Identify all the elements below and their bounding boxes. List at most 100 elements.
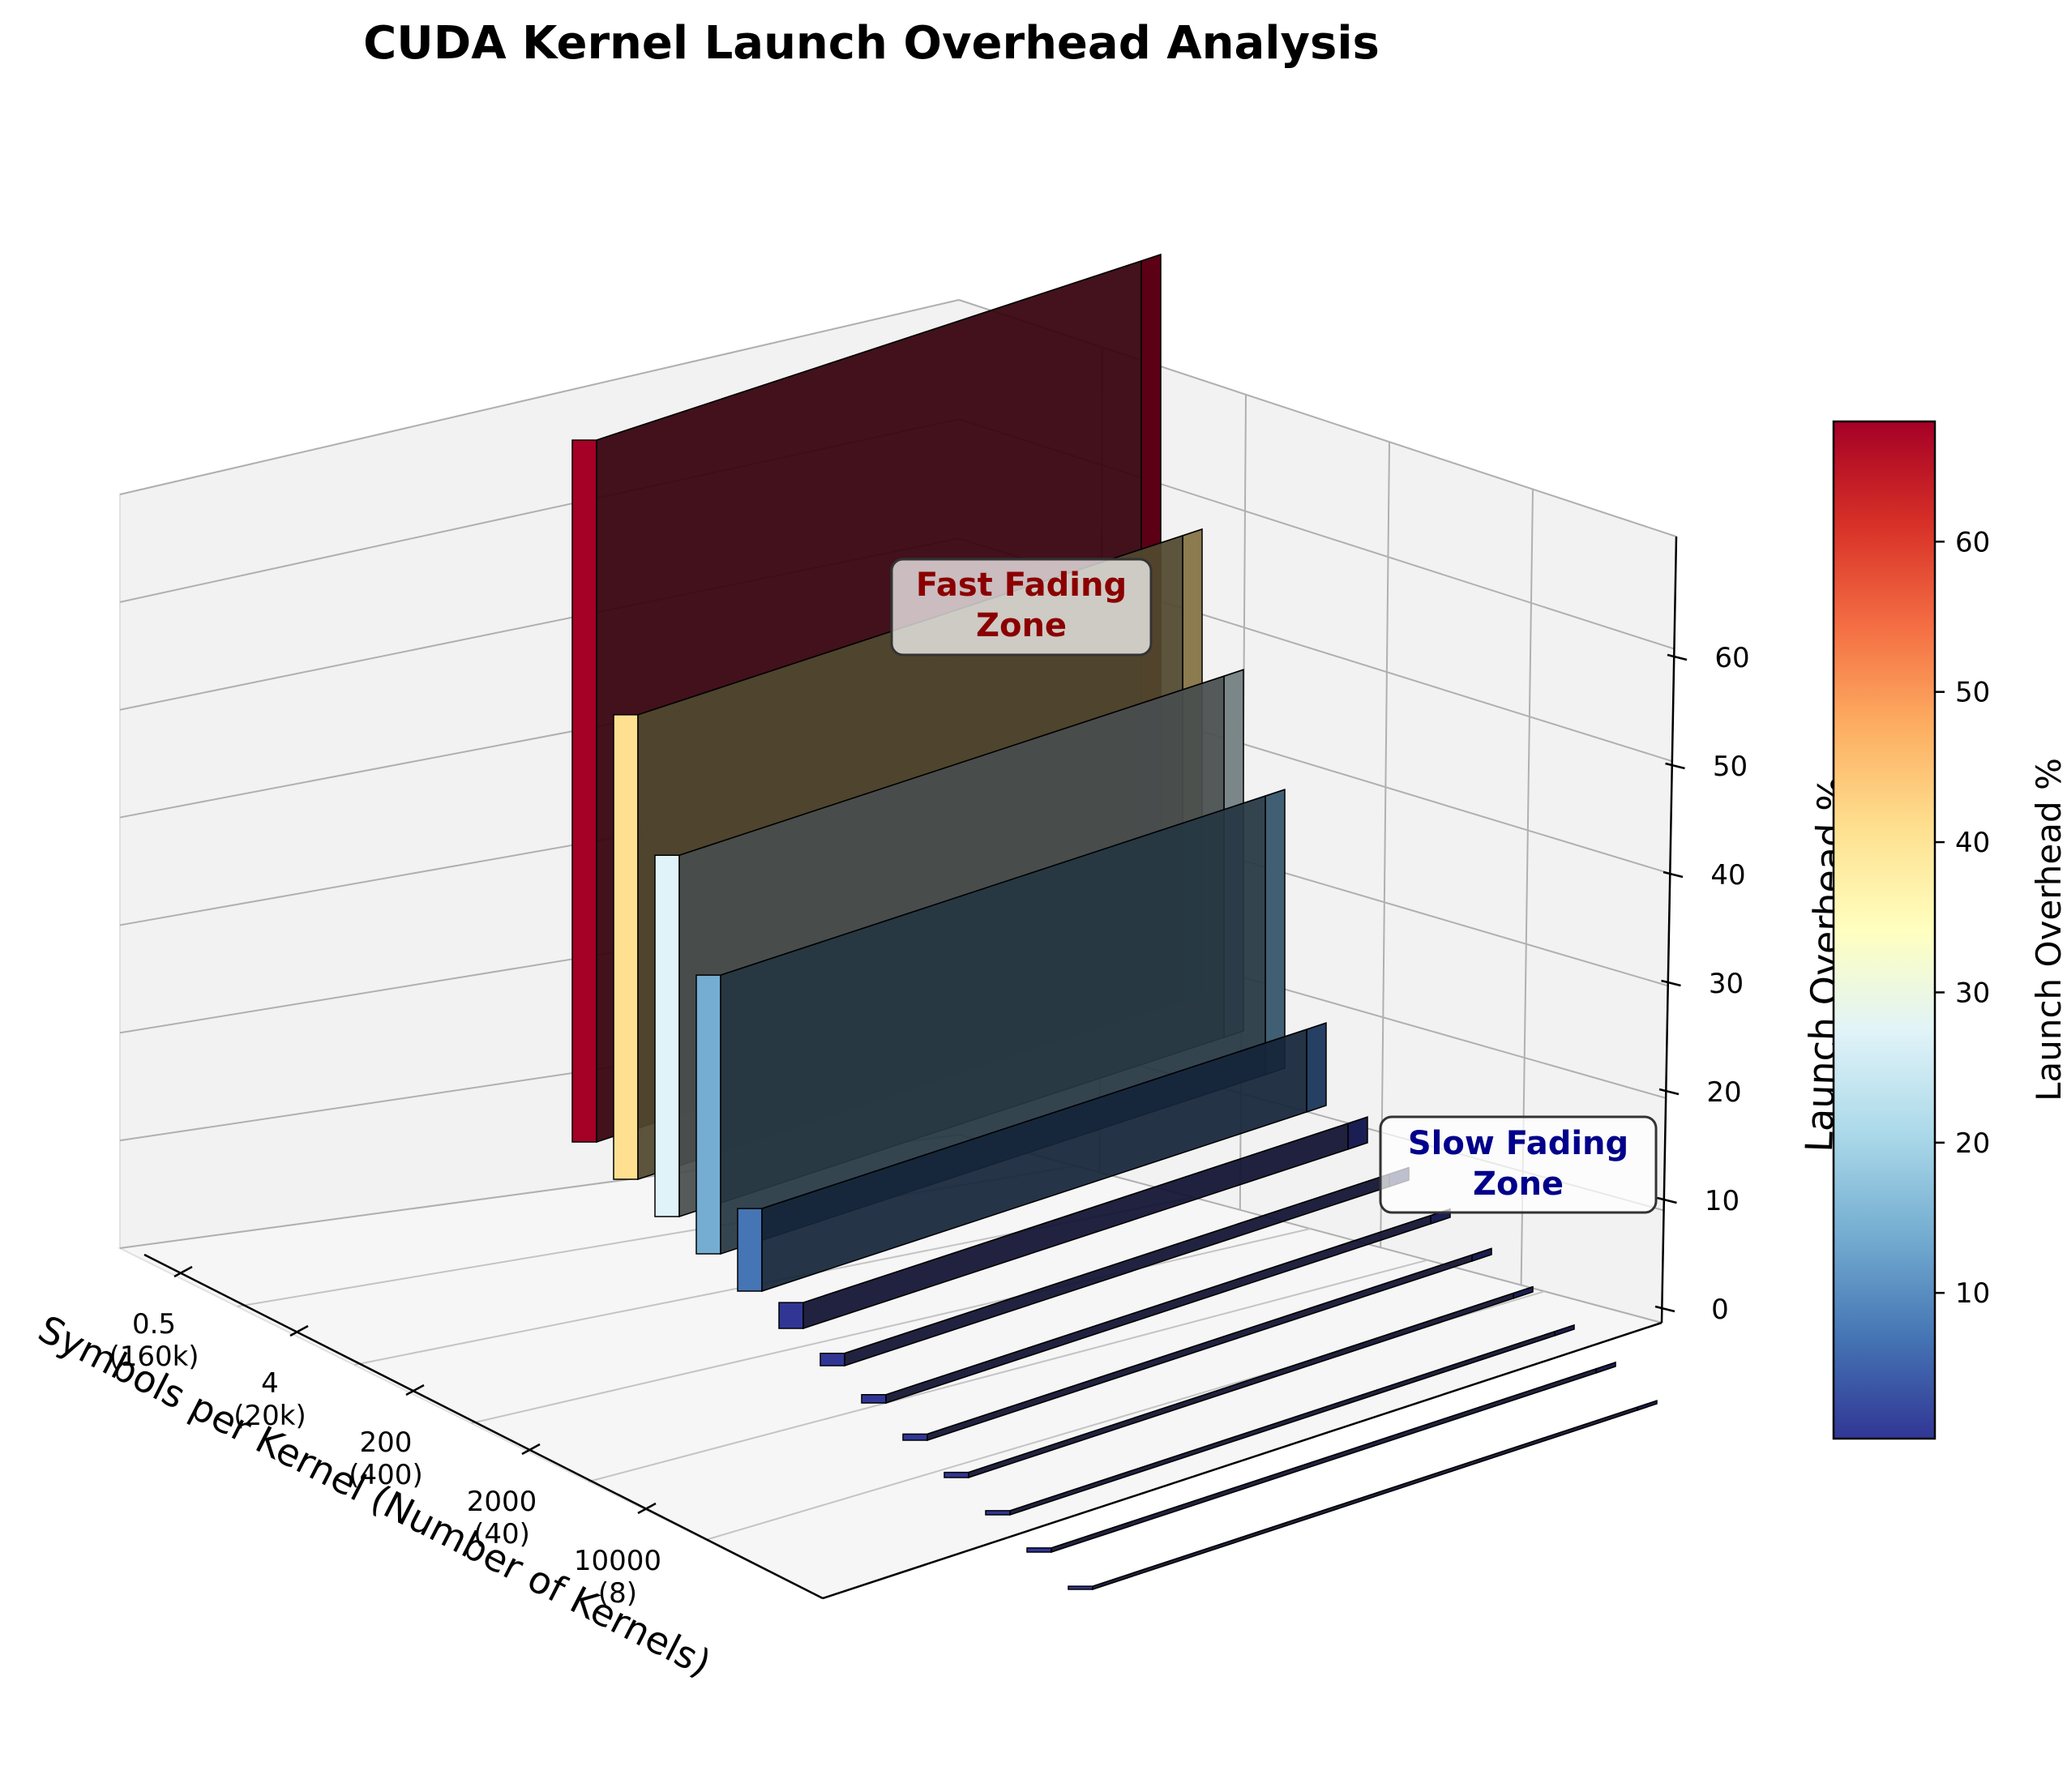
bar-side bbox=[1306, 1022, 1327, 1114]
annotation-slow-fading: Slow Fading Zone bbox=[1379, 1115, 1658, 1214]
annotation-fast-fading: Fast Fading Zone bbox=[890, 558, 1153, 656]
colorbar-tick-label: 20 bbox=[1955, 1127, 1990, 1160]
x-tick-mark bbox=[521, 1443, 541, 1456]
bar bbox=[695, 789, 1286, 1255]
x-tick-label: 200 bbox=[360, 1426, 413, 1459]
z-tick-mark bbox=[1667, 653, 1688, 661]
y-axis-line bbox=[822, 1321, 1663, 1600]
z-tick-mark bbox=[1657, 1196, 1677, 1204]
bar-face bbox=[1092, 1406, 1638, 1591]
x-tick-label: 4 bbox=[261, 1367, 279, 1400]
x-tick-mark bbox=[173, 1265, 193, 1278]
x-ticks: 0.5(160k) 4(20k) 200(400) 2000(40) 10000(8) bbox=[109, 1265, 661, 1610]
x-axis-line bbox=[143, 1253, 824, 1600]
z-tick: 40 bbox=[1663, 859, 1746, 892]
z-tick-label: 40 bbox=[1710, 859, 1745, 892]
z-tick: 0 bbox=[1654, 1294, 1729, 1326]
z-tick-label: 20 bbox=[1706, 1076, 1741, 1109]
bar bbox=[778, 1116, 1368, 1330]
bar-end bbox=[695, 974, 721, 1255]
colorbar-gradient bbox=[1832, 420, 1936, 1440]
colorbar-ticks: 10 20 30 40 50 60 bbox=[1935, 526, 1990, 1310]
annotation-line: Zone bbox=[976, 607, 1067, 644]
colorbar: 10 20 30 40 50 60 Launch Overhead % bbox=[1832, 420, 2067, 1440]
colorbar-tick: 40 bbox=[1935, 827, 1990, 859]
bar bbox=[820, 1166, 1410, 1367]
chart-title: CUDA Kernel Launch Overhead Analysis bbox=[363, 17, 1380, 70]
annotation-line: Slow Fading bbox=[1408, 1125, 1628, 1162]
x-tick: 200(400) bbox=[349, 1384, 425, 1491]
z-tick: 10 bbox=[1657, 1185, 1740, 1217]
x-tick-label: 10000 bbox=[574, 1545, 661, 1577]
x-tick-mark bbox=[637, 1502, 657, 1515]
x-tick-mark bbox=[405, 1384, 425, 1396]
colorbar-tick: 10 bbox=[1935, 1277, 1990, 1310]
colorbar-tick: 30 bbox=[1935, 977, 1990, 1009]
x-tick-mark bbox=[289, 1324, 309, 1337]
bar-end bbox=[778, 1302, 804, 1329]
x-tick-sublabel: (20k) bbox=[233, 1400, 306, 1432]
bar-face bbox=[927, 1254, 1473, 1442]
bar-end bbox=[944, 1471, 969, 1478]
bar-side bbox=[1265, 789, 1286, 1076]
colorbar-tick: 50 bbox=[1935, 677, 1990, 709]
annotation-box bbox=[890, 558, 1153, 656]
bar bbox=[944, 1285, 1534, 1479]
gridline bbox=[471, 1228, 1311, 1424]
z-tick: 50 bbox=[1665, 751, 1748, 783]
bar-end bbox=[985, 1510, 1011, 1516]
colorbar-tick-label: 10 bbox=[1955, 1277, 1990, 1310]
z-tick-label: 50 bbox=[1713, 751, 1748, 783]
bar-face bbox=[1051, 1367, 1597, 1554]
bar-end bbox=[571, 439, 597, 1143]
annotation-box bbox=[1379, 1115, 1658, 1214]
z-tick-mark bbox=[1665, 762, 1685, 770]
colorbar-tick-label: 60 bbox=[1955, 526, 1990, 558]
bar bbox=[985, 1324, 1575, 1516]
x-tick: 2000(40) bbox=[467, 1443, 541, 1550]
x-tick: 4(20k) bbox=[233, 1324, 309, 1432]
colorbar-tick-label: 40 bbox=[1955, 827, 1990, 859]
colorbar-tick: 60 bbox=[1935, 526, 1990, 558]
bar-end bbox=[654, 854, 680, 1217]
z-tick-label: 10 bbox=[1705, 1185, 1740, 1217]
z-tick-mark bbox=[1663, 870, 1684, 879]
gridline bbox=[119, 299, 960, 495]
x-tick-sublabel: (400) bbox=[349, 1459, 422, 1491]
colorbar-tick-label: 50 bbox=[1955, 677, 1990, 709]
z-tick-label: 0 bbox=[1711, 1294, 1729, 1326]
gridline bbox=[588, 1259, 1428, 1482]
x-tick-label: 0.5 bbox=[132, 1308, 176, 1341]
x-tick: 10000(8) bbox=[574, 1502, 661, 1610]
z-ticks: 0 10 20 30 40 50 60 bbox=[1654, 642, 1750, 1326]
colorbar-tick-label: 30 bbox=[1955, 977, 1990, 1009]
bar-end bbox=[902, 1433, 928, 1441]
annotation-line: Fast Fading bbox=[916, 567, 1127, 604]
x-tick-sublabel: (8) bbox=[598, 1577, 637, 1610]
bar-end bbox=[820, 1352, 845, 1366]
x-tick-label: 2000 bbox=[467, 1486, 537, 1518]
x-tick-sublabel: (160k) bbox=[109, 1341, 199, 1373]
bar-face bbox=[802, 1123, 1349, 1330]
bar-end bbox=[613, 714, 639, 1180]
annotation-line: Zone bbox=[1473, 1165, 1564, 1203]
z-tick-label: 60 bbox=[1714, 642, 1749, 674]
z-tick: 30 bbox=[1661, 968, 1744, 1000]
bar-face bbox=[1009, 1330, 1556, 1516]
bar-end bbox=[861, 1394, 887, 1404]
bar-end bbox=[1026, 1547, 1052, 1553]
gridline bbox=[1380, 442, 1390, 1248]
z-tick-mark bbox=[1654, 1305, 1675, 1313]
bar-face bbox=[968, 1292, 1514, 1479]
z-tick-mark bbox=[1661, 979, 1681, 987]
bar bbox=[902, 1247, 1492, 1442]
x-tick-sublabel: (40) bbox=[473, 1518, 530, 1550]
bar bbox=[1068, 1400, 1658, 1591]
bar-face bbox=[761, 1029, 1307, 1293]
colorbar-label: Launch Overhead % bbox=[2029, 758, 2067, 1101]
bar-end bbox=[737, 1208, 763, 1292]
z-tick-mark bbox=[1658, 1088, 1680, 1096]
bar bbox=[737, 1022, 1327, 1293]
bar bbox=[1026, 1361, 1616, 1554]
